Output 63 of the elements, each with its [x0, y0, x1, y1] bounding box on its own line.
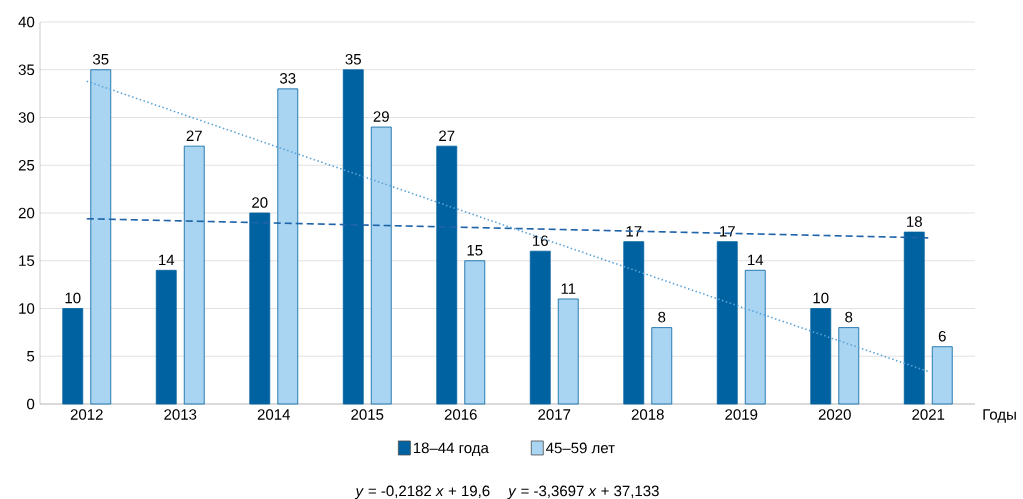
- data-label: 8: [658, 311, 666, 323]
- x-tick-label: 2019: [725, 409, 758, 420]
- x-tick-label: 2015: [351, 409, 384, 420]
- data-label: 14: [748, 254, 764, 266]
- data-label: 35: [345, 53, 361, 65]
- data-label: 15: [467, 245, 483, 256]
- bar: [370, 126, 392, 405]
- x-tick-label: 2020: [818, 409, 851, 420]
- text: y = -0,2182 x + 19,6: [354, 485, 490, 499]
- data-label: 16: [533, 235, 548, 246]
- bar: [249, 212, 271, 405]
- bar: [277, 88, 299, 405]
- data-label: 27: [186, 130, 202, 141]
- text: y = -3,3697 x + 37,133: [507, 485, 659, 499]
- y-tick-label: 25: [18, 159, 35, 171]
- x-tick-label: 2021: [912, 409, 945, 420]
- y-tick-label: 35: [18, 64, 35, 76]
- bar: [651, 327, 673, 405]
- bar: [716, 241, 738, 405]
- x-tick-label: 2013: [164, 409, 197, 420]
- y-tick-label: 5: [27, 351, 35, 362]
- bar: [436, 145, 458, 405]
- bar: [342, 69, 364, 405]
- y-tick-label: 20: [18, 207, 35, 219]
- data-label: 20: [252, 197, 268, 208]
- data-label: 35: [92, 53, 109, 65]
- data-label: 17: [720, 226, 735, 237]
- data-label: 29: [373, 111, 389, 122]
- bar: [155, 269, 177, 405]
- bar: [931, 346, 953, 405]
- x-tick-label: 2012: [70, 409, 103, 420]
- data-label: 10: [813, 292, 829, 304]
- data-label: 18: [907, 216, 922, 227]
- y-tick-label: 40: [18, 16, 35, 28]
- data-label: 6: [938, 330, 946, 342]
- y-tick-label: 30: [18, 112, 35, 123]
- data-label: 8: [845, 311, 853, 323]
- bar: [90, 69, 112, 405]
- bar: [557, 298, 579, 405]
- x-tick-label: 2016: [444, 409, 477, 420]
- bar: [744, 269, 766, 405]
- bar: [183, 145, 205, 405]
- bar: [62, 308, 84, 405]
- legend-label: 45–59 лет: [546, 442, 615, 454]
- y-tick-label: 15: [19, 255, 35, 266]
- bar: [838, 327, 860, 405]
- data-label: 14: [159, 254, 175, 266]
- y-tick-label: 10: [19, 303, 35, 314]
- x-tick-label: 2014: [257, 409, 290, 420]
- x-tick-label: 2017: [538, 409, 571, 420]
- x-axis-title: Годы: [983, 409, 1016, 423]
- bar: [623, 241, 645, 405]
- data-label: 10: [65, 292, 81, 304]
- data-label: 27: [439, 130, 455, 141]
- legend-label: 18–44 года: [413, 442, 489, 457]
- x-tick-label: 2018: [631, 409, 664, 420]
- bar: [810, 308, 832, 405]
- bar: [464, 260, 486, 405]
- bar: [529, 250, 551, 405]
- bar: [903, 231, 925, 405]
- data-label: 33: [279, 73, 296, 84]
- data-label: 11: [561, 283, 576, 294]
- y-tick-label: 0: [27, 398, 35, 410]
